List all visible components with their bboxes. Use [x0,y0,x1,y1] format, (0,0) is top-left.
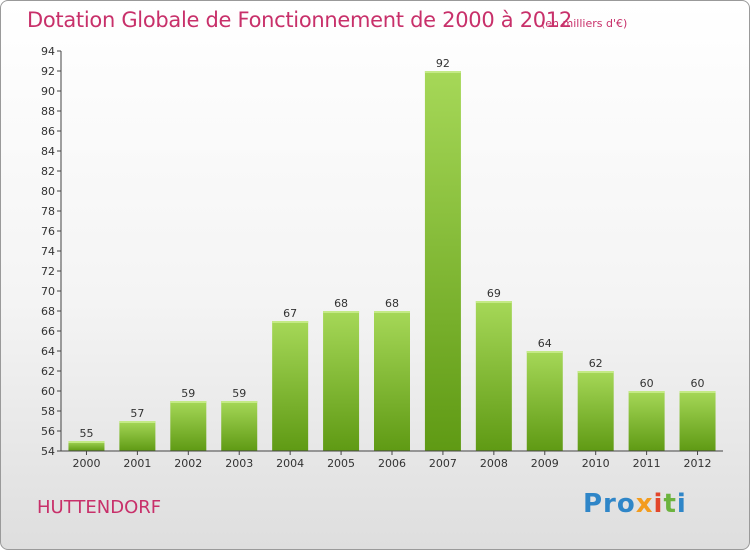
bar-highlight [374,311,410,313]
y-tick-label: 56 [41,425,55,438]
bar-value-label: 60 [691,377,705,390]
bar-value-label: 68 [334,297,348,310]
axes: 54 56 58 60 62 64 66 68 70 72 74 76 78 80 82 84 86 88 90 92… [41,45,723,470]
commune-name: HUTTENDORF [37,497,162,518]
bar-highlight [424,71,461,73]
logo-part: Pro [583,489,636,519]
y-tick-label: 80 [41,185,55,198]
bar-value-label: 64 [538,337,552,350]
bar-highlight [526,351,563,353]
x-tick-label: 2008 [480,457,508,470]
y-tick-label: 88 [41,105,55,118]
y-tick-label: 72 [41,265,55,278]
logo-part: i [653,489,664,519]
y-tick-label: 84 [41,145,55,158]
y-tick-label: 68 [41,305,55,318]
bar-highlight [323,311,360,313]
chart-title: Dotation Globale de Fonctionnement de 20… [27,8,572,32]
bar-highlight [221,401,258,403]
bar-highlight [679,391,716,393]
bar-highlight [68,441,105,443]
bar-value-label: 67 [283,307,297,320]
x-tick-label: 2001 [123,457,151,470]
x-tick-label: 2000 [72,457,100,470]
x-tick-label: 2005 [327,457,355,470]
bar-value-label: 69 [487,287,501,300]
x-tick-label: 2009 [531,457,559,470]
bar-value-label: 55 [79,427,93,440]
y-tick-label: 78 [41,205,55,218]
y-tick-label: 64 [41,345,55,358]
bar [628,391,665,451]
x-tick-label: 2003 [225,457,253,470]
chart-unit-label: (en milliers d'€) [541,17,628,30]
y-tick-label: 60 [41,385,55,398]
bar [272,321,309,451]
bar-value-label: 62 [589,357,603,370]
bar [679,391,716,451]
logo-part: t [663,489,677,519]
y-tick-label: 82 [41,165,55,178]
bar-group: 55 57 59 59 67 68 68 92 69 64 62 60 60 [68,57,716,451]
bar-value-label: 60 [640,377,654,390]
bar-value-label: 59 [181,387,195,400]
bar [374,311,410,451]
bar-highlight [577,371,614,373]
x-tick-label: 2010 [582,457,610,470]
bar-highlight [628,391,665,393]
y-tick-label: 94 [41,45,55,58]
x-tick-label: 2002 [174,457,202,470]
bar [475,301,512,451]
y-tick-label: 74 [41,245,55,258]
bar-highlight [119,421,156,423]
y-tick-label: 66 [41,325,55,338]
x-tick-label: 2007 [429,457,457,470]
bar [323,311,360,451]
bar [526,351,563,451]
bar [221,401,258,451]
bar-highlight [170,401,207,403]
bar [577,371,614,451]
logo-part: i [676,489,687,519]
proxiti-logo: Proxiti [583,489,687,519]
y-tick-label: 62 [41,365,55,378]
bar-value-label: 92 [436,57,450,70]
y-tick-label: 90 [41,85,55,98]
bar-value-label: 57 [130,407,144,420]
y-tick-label: 76 [41,225,55,238]
x-tick-label: 2004 [276,457,304,470]
bar [424,71,461,451]
bar [119,421,156,451]
y-tick-label: 70 [41,285,55,298]
x-tick-label: 2011 [633,457,661,470]
bar-highlight [475,301,512,303]
y-tick-label: 92 [41,65,55,78]
bar-highlight [272,321,309,323]
x-tick-label: 2006 [378,457,406,470]
y-tick-label: 54 [41,445,55,458]
y-tick-label: 58 [41,405,55,418]
bar-value-label: 59 [232,387,246,400]
x-tick-label: 2012 [684,457,712,470]
bar [170,401,207,451]
bar-value-label: 68 [385,297,399,310]
bar [68,441,105,451]
y-tick-label: 86 [41,125,55,138]
logo-part: x [635,489,654,519]
